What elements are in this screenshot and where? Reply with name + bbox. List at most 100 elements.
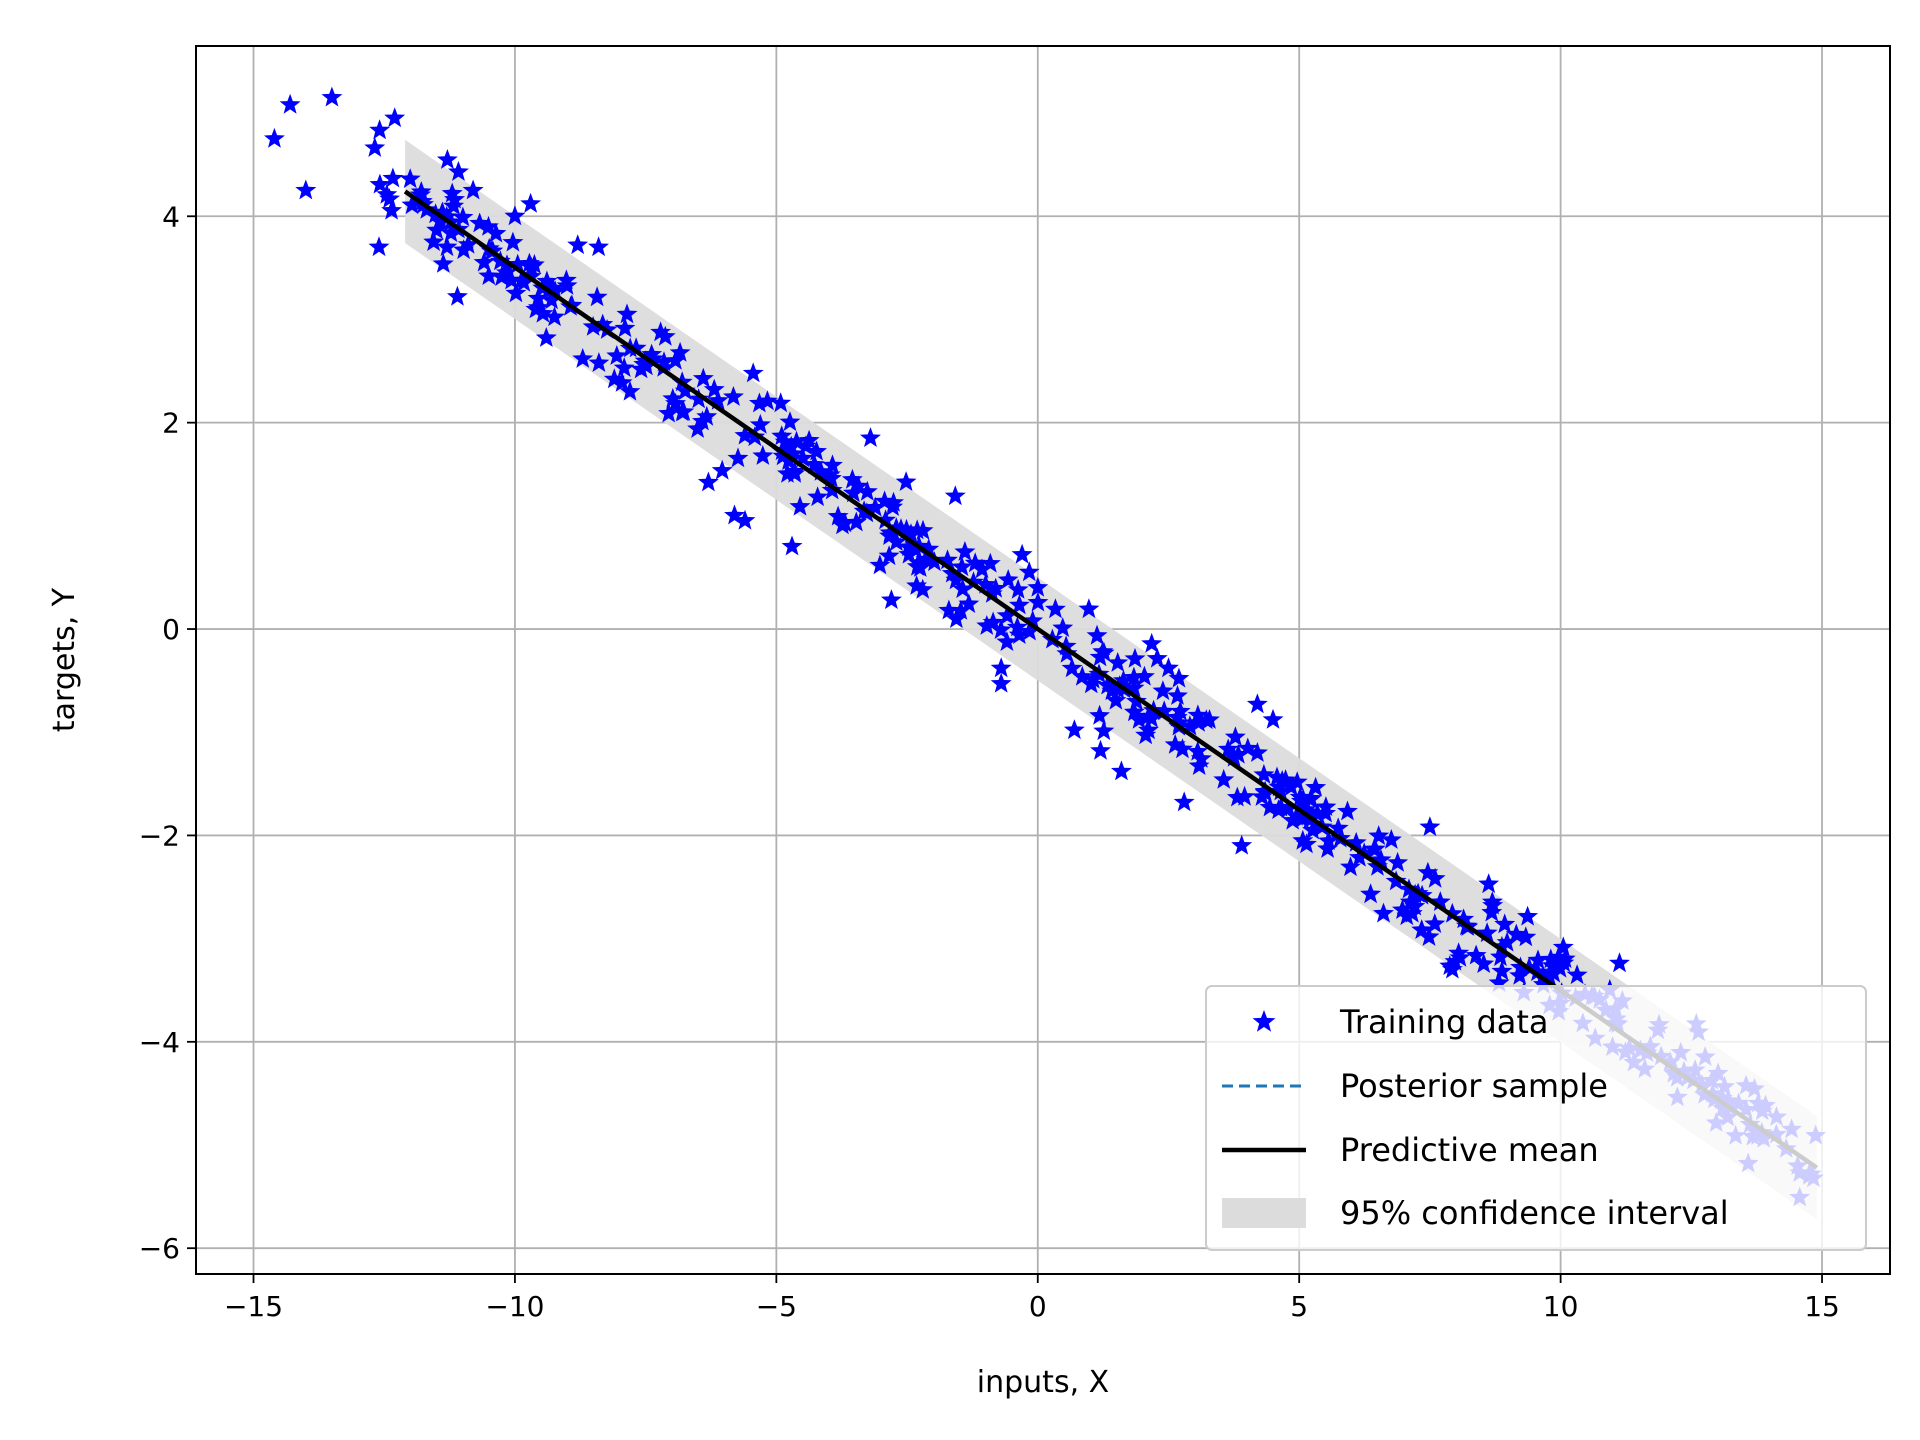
training-data-point bbox=[827, 505, 849, 526]
training-data-point bbox=[453, 239, 475, 260]
y-tick-label: 2 bbox=[162, 407, 180, 440]
training-data-point bbox=[1302, 819, 1324, 840]
training-data-point bbox=[976, 615, 998, 635]
training-data-point bbox=[880, 589, 902, 609]
training-data-point bbox=[1169, 700, 1191, 721]
training-data-point bbox=[886, 531, 907, 551]
training-data-point bbox=[789, 495, 811, 516]
training-data-point bbox=[997, 569, 1019, 589]
training-data-point bbox=[1444, 950, 1466, 971]
training-data-point bbox=[1146, 647, 1168, 668]
training-data-point bbox=[1045, 598, 1066, 619]
training-data-point bbox=[749, 413, 771, 434]
training-data-point bbox=[1027, 576, 1049, 597]
y-tick-label: 4 bbox=[162, 200, 180, 233]
training-data-point bbox=[1089, 704, 1110, 725]
training-data-point bbox=[822, 454, 843, 475]
training-data-point bbox=[996, 604, 1018, 625]
training-data-point bbox=[1187, 704, 1209, 725]
training-data-point bbox=[1125, 690, 1147, 711]
training-data-point bbox=[964, 552, 986, 573]
training-data-point bbox=[1224, 726, 1246, 747]
training-data-point bbox=[958, 593, 980, 613]
training-data-point bbox=[1318, 830, 1339, 850]
training-data-point bbox=[1292, 788, 1314, 809]
training-data-point bbox=[1164, 733, 1186, 754]
training-data-point bbox=[697, 471, 719, 492]
training-data-point bbox=[1473, 953, 1495, 973]
training-data-point bbox=[1018, 561, 1040, 582]
training-data-point bbox=[798, 429, 820, 450]
training-data-point bbox=[696, 405, 718, 426]
training-data-point bbox=[1111, 760, 1132, 781]
training-data-point bbox=[527, 287, 549, 308]
training-data-point bbox=[1052, 617, 1074, 637]
training-data-point bbox=[1315, 802, 1336, 823]
training-data-point bbox=[1297, 801, 1319, 821]
training-data-point bbox=[616, 303, 638, 324]
training-data-point bbox=[588, 352, 610, 372]
training-data-point bbox=[1266, 766, 1288, 787]
training-data-point bbox=[448, 161, 469, 181]
training-data-point bbox=[954, 541, 976, 561]
training-data-point bbox=[1158, 657, 1179, 678]
training-data-point bbox=[1270, 796, 1292, 817]
training-data-point bbox=[662, 387, 684, 408]
training-data-point bbox=[423, 231, 445, 251]
training-data-point bbox=[1107, 652, 1129, 672]
training-data-point bbox=[469, 212, 491, 233]
training-data-point bbox=[1246, 742, 1268, 762]
training-data-point bbox=[1090, 739, 1111, 760]
legend-entry-label: Posterior sample bbox=[1340, 1067, 1608, 1105]
training-data-point bbox=[1418, 926, 1440, 946]
training-data-point bbox=[898, 543, 920, 564]
training-data-point bbox=[1277, 798, 1299, 818]
training-data-point bbox=[1349, 846, 1370, 867]
training-data-point bbox=[611, 371, 633, 392]
training-data-point bbox=[945, 608, 967, 628]
training-data-point bbox=[1153, 700, 1175, 721]
training-data-point bbox=[1609, 952, 1630, 973]
training-data-point bbox=[1476, 922, 1498, 943]
training-data-point bbox=[985, 577, 1007, 598]
training-data-point bbox=[436, 149, 458, 169]
training-data-point bbox=[384, 107, 406, 128]
training-data-point bbox=[864, 496, 886, 517]
legend-entry-label: 95% confidence interval bbox=[1340, 1194, 1729, 1232]
training-data-point bbox=[321, 86, 343, 107]
training-data-point bbox=[1097, 674, 1119, 695]
training-data-point bbox=[963, 571, 984, 592]
training-data-point bbox=[810, 460, 832, 481]
training-data-point bbox=[1337, 800, 1358, 821]
training-data-point bbox=[1399, 891, 1421, 911]
training-data-point bbox=[1270, 780, 1292, 801]
training-data-point bbox=[1424, 867, 1446, 888]
training-data-point bbox=[381, 199, 402, 220]
training-data-point bbox=[1105, 689, 1127, 710]
training-data-point bbox=[452, 206, 474, 227]
training-data-point bbox=[457, 233, 479, 254]
training-data-point bbox=[748, 392, 770, 413]
training-data-point bbox=[1327, 817, 1349, 838]
training-data-point bbox=[703, 378, 725, 399]
training-data-point bbox=[1172, 738, 1193, 759]
training-data-point bbox=[1055, 635, 1077, 656]
training-data-point bbox=[832, 514, 853, 535]
training-data-point bbox=[1195, 709, 1217, 730]
training-data-point bbox=[1141, 707, 1162, 728]
training-data-point bbox=[1449, 946, 1471, 967]
training-data-point bbox=[1307, 803, 1328, 823]
training-data-point bbox=[912, 578, 934, 599]
x-tick-label: −5 bbox=[756, 1290, 797, 1323]
training-data-point bbox=[1226, 786, 1248, 807]
training-data-point bbox=[1491, 935, 1513, 956]
training-data-point bbox=[807, 486, 829, 507]
training-data-point bbox=[1411, 919, 1433, 939]
training-data-point bbox=[1237, 737, 1259, 758]
training-data-point bbox=[495, 261, 517, 282]
training-data-point bbox=[653, 351, 675, 372]
training-data-point bbox=[779, 411, 801, 432]
training-data-point bbox=[982, 611, 1004, 632]
training-data-point bbox=[658, 402, 680, 423]
training-data-point bbox=[1271, 770, 1293, 790]
